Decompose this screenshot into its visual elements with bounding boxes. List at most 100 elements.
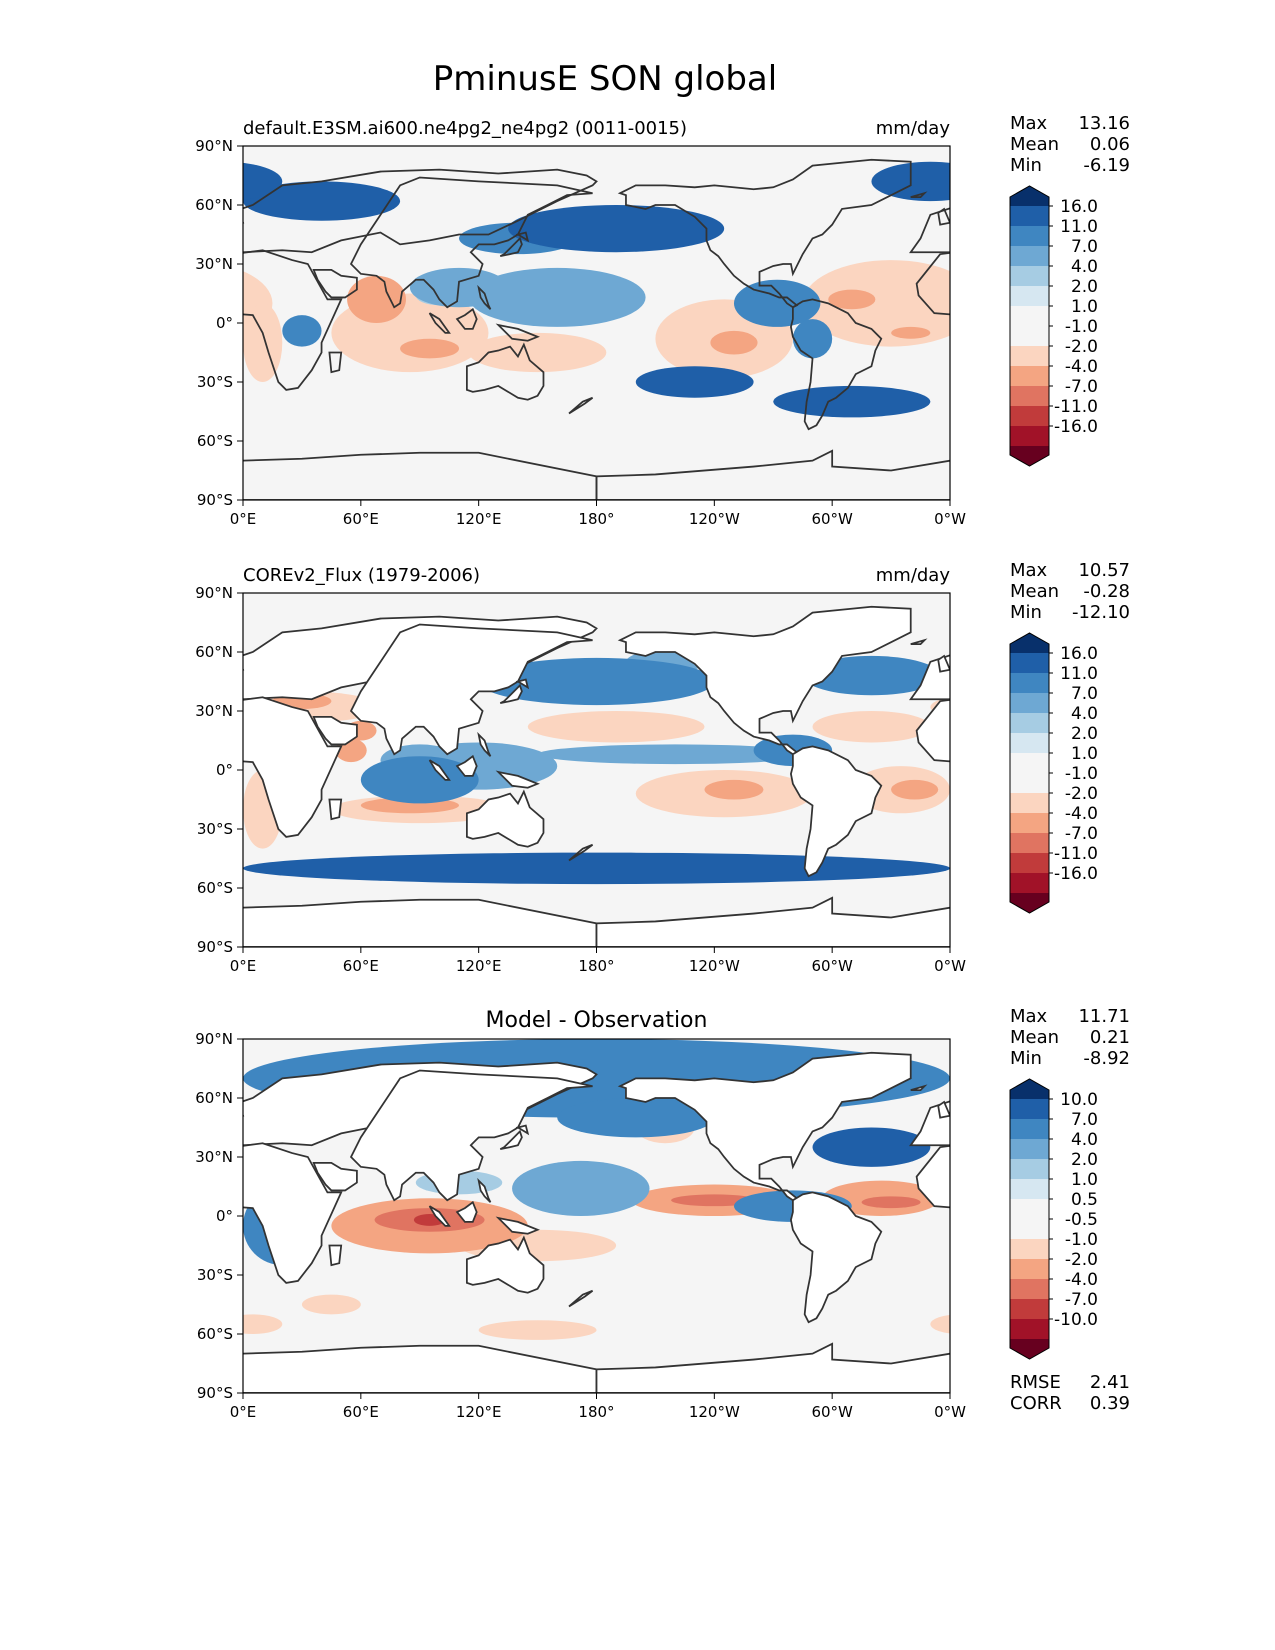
- colorbar-segment: [1010, 426, 1049, 447]
- colorbar-tick-label: 4.0: [1071, 704, 1098, 724]
- contour-region: [710, 330, 758, 355]
- contour-region: [301, 1294, 361, 1315]
- x-tick-label: 60°W: [811, 957, 853, 975]
- colorbar-tick-label: -1.0: [1065, 1230, 1098, 1250]
- colorbar-segment: [1010, 753, 1049, 774]
- colorbar-segment: [1010, 386, 1049, 407]
- contour-region: [360, 756, 479, 804]
- contour-region: [773, 385, 931, 418]
- colorbar-segment: [1010, 406, 1049, 427]
- stat-label: Min: [1010, 155, 1042, 176]
- colorbar-segment: [1010, 246, 1049, 267]
- y-tick-label: 0°: [216, 314, 233, 332]
- colorbar-tick-label: -4.0: [1065, 1270, 1098, 1290]
- colorbar-extend-top: [1010, 186, 1049, 206]
- y-tick-label: 90°N: [195, 137, 233, 155]
- colorbar-segment: [1010, 1259, 1049, 1280]
- contour-region: [243, 1314, 283, 1334]
- x-tick-label: 120°W: [689, 957, 740, 975]
- y-tick-label: 90°S: [197, 491, 233, 509]
- colorbar-segment: [1010, 1099, 1049, 1120]
- x-tick-label: 60°E: [343, 510, 379, 528]
- x-tick-label: 0°W: [934, 1403, 966, 1421]
- colorbar-tick-label: 1.0: [1071, 744, 1098, 764]
- x-tick-label: 0°W: [934, 957, 966, 975]
- colorbar-segment: [1010, 1119, 1049, 1140]
- colorbar-outline: [1009, 632, 1050, 914]
- y-tick-label: 0°: [216, 1207, 233, 1225]
- contour-region: [891, 326, 931, 339]
- colorbar-segment: [1010, 653, 1049, 674]
- contour-region: [812, 1127, 931, 1167]
- y-tick-label: 30°S: [197, 820, 233, 838]
- x-tick-label: 0°E: [230, 1403, 257, 1421]
- colorbar-tick-label: 7.0: [1071, 1110, 1098, 1130]
- contour-region: [930, 1314, 950, 1334]
- y-tick-label: 30°N: [195, 255, 233, 273]
- contour-region: [243, 181, 401, 221]
- colorbar-extend-top: [1010, 1079, 1049, 1099]
- contour-region: [828, 289, 876, 310]
- colorbar-tick-label: 1.0: [1071, 1170, 1098, 1190]
- contour-region: [891, 779, 939, 800]
- colorbar-segment: [1010, 1239, 1049, 1260]
- x-tick-label: 120°W: [689, 1403, 740, 1421]
- y-tick-label: 60°N: [195, 1089, 233, 1107]
- stat-label: Max: [1010, 1006, 1048, 1027]
- colorbar-tick-label: 2.0: [1071, 724, 1098, 744]
- x-tick-label: 120°W: [689, 510, 740, 528]
- colorbar-segment: [1010, 366, 1049, 387]
- x-tick-label: 60°E: [343, 957, 379, 975]
- stat-value: -8.92: [1083, 1048, 1130, 1069]
- contour-region: [704, 779, 764, 800]
- contour-region: [950, 303, 989, 382]
- colorbar-tick-label: -11.0: [1054, 397, 1098, 417]
- stat-label: Mean: [1010, 134, 1059, 155]
- stat-value: 10.57: [1078, 560, 1130, 581]
- contour-region: [478, 657, 715, 706]
- colorbar-tick-label: 1.0: [1071, 297, 1098, 317]
- contour-region: [400, 338, 460, 359]
- y-tick-label: 60°S: [197, 432, 233, 450]
- map-panel-1: 0°E 60°E 120°E 180° 120°W 60°W 0°W 90°N 60°N 30°N…: [195, 113, 1130, 528]
- contour-region: [512, 1160, 650, 1216]
- contour-region: [802, 655, 941, 696]
- stat-value: -6.19: [1083, 155, 1130, 176]
- y-tick-label: 90°S: [197, 1384, 233, 1402]
- contour-region: [792, 319, 833, 359]
- map-panel-2: 0°E 60°E 120°E 180° 120°W 60°W 0°W 90°N 60°N 30°N…: [195, 560, 1275, 975]
- colorbar-tick-label: 11.0: [1060, 664, 1098, 684]
- x-tick-label: 180°: [578, 510, 614, 528]
- colorbar-segment: [1010, 873, 1049, 894]
- field-layer: [243, 146, 989, 500]
- colorbar-tick-label: -11.0: [1054, 844, 1098, 864]
- bottom-stat-value: 2.41: [1090, 1372, 1130, 1393]
- x-tick-label: 0°W: [934, 510, 966, 528]
- field-layer: [243, 593, 1275, 947]
- colorbar-tick-label: -1.0: [1065, 317, 1098, 337]
- stat-value: 0.06: [1090, 134, 1130, 155]
- colorbar-tick-label: -2.0: [1065, 1250, 1098, 1270]
- stat-value: 13.16: [1078, 113, 1130, 134]
- colorbar-segment: [1010, 1139, 1049, 1160]
- colorbar-extend-top: [1010, 633, 1049, 653]
- contour-region: [950, 853, 1275, 884]
- contour-region: [930, 696, 950, 718]
- colorbar-segment: [1010, 346, 1049, 367]
- contour-region: [733, 279, 821, 327]
- y-tick-label: 60°S: [197, 879, 233, 897]
- contour-region: [950, 770, 989, 849]
- colorbar-tick-label: -16.0: [1054, 417, 1098, 437]
- colorbar-segment: [1010, 713, 1049, 734]
- colorbar-tick-label: 4.0: [1071, 1130, 1098, 1150]
- panel-units: mm/day: [876, 118, 951, 139]
- map-panel-3: 0°E 60°E 120°E 180° 120°W 60°W 0°W 90°N 60°N 30°N…: [195, 1006, 1130, 1421]
- contour-region: [557, 1098, 715, 1138]
- y-tick-label: 30°S: [197, 1266, 233, 1284]
- panel-title-left: default.E3SM.ai600.ne4pg2_ne4pg2 (0011-0…: [243, 118, 687, 139]
- colorbar-tick-label: -1.0: [1065, 764, 1098, 784]
- colorbar: 10.07.04.02.01.00.5-0.5-1.0-2.0-4.0-7.0-…: [1009, 1078, 1098, 1360]
- bottom-stat-value: 0.39: [1090, 1393, 1130, 1414]
- colorbar-extend-bottom: [1010, 1339, 1049, 1359]
